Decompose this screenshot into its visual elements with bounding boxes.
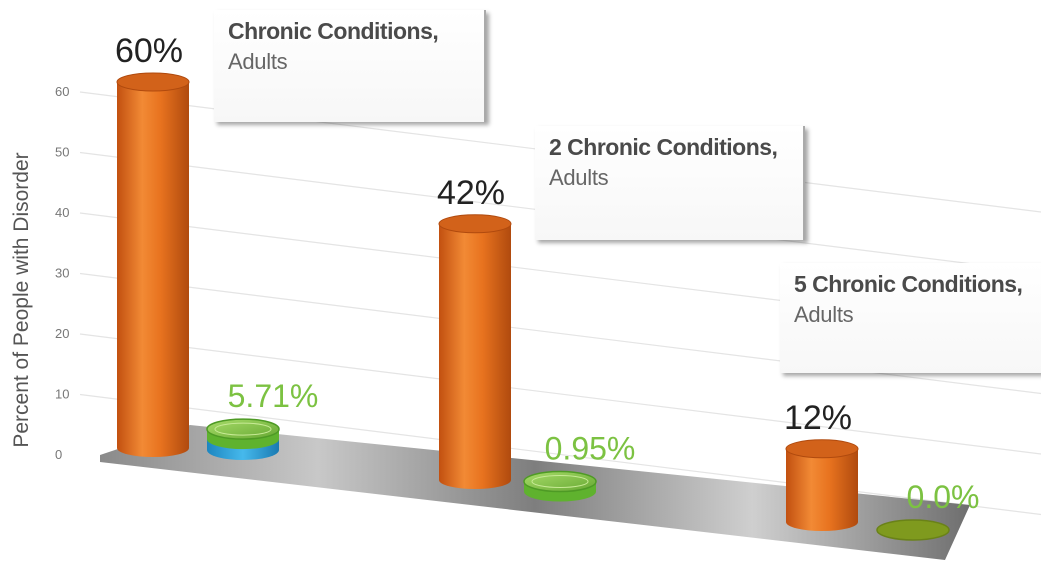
category-label-line2: Adults [794,302,854,327]
y-tick-label: 20 [55,326,69,341]
bar-top-highlight [531,475,589,489]
gridline [79,272,1041,395]
bar [117,82,189,457]
category-label-line1: 5 Chronic Conditions, [794,271,1023,297]
data-labels: 60% 5.71% 42% 0.95% 12% 0.0% [115,32,980,515]
bar-top [785,439,859,459]
data-label: 5.71% [228,378,319,414]
bar [786,448,858,531]
gridline [79,393,1041,516]
bar [439,223,511,490]
bars [116,72,950,541]
category-label-2: 2 Chronic Conditions, Adults [535,126,805,240]
bar-top-highlight [214,422,272,436]
category-label-line2: Adults [228,49,288,74]
gridline [79,333,1041,455]
data-label: 12% [784,399,852,437]
category-label-line2: Adults [549,165,609,190]
data-label: 42% [437,174,505,212]
category-label-3: 5 Chronic Conditions, Adults [780,263,1041,373]
bar-top [206,418,280,440]
y-tick-label: 40 [55,205,69,220]
data-label: 0.0% [907,479,980,515]
y-tick-label: 30 [55,266,69,281]
bar-top [116,72,190,92]
y-axis: 0 10 20 30 40 50 60 [55,84,69,462]
y-tick-label: 60 [55,84,69,99]
y-tick-label: 0 [55,447,62,462]
bar-top [523,470,597,493]
data-label: 0.95% [545,431,636,467]
y-axis-label: Percent of People with Disorder [10,152,33,448]
bar-top [438,214,512,234]
category-label-1: Chronic Conditions, Adults [214,10,486,122]
category-label-line1: 2 Chronic Conditions, [549,134,778,160]
category-label-line1: Chronic Conditions, [228,18,439,44]
y-tick-label: 50 [55,145,69,160]
bar-top [876,519,950,541]
y-tick-label: 10 [55,387,69,402]
data-label: 60% [115,32,183,70]
